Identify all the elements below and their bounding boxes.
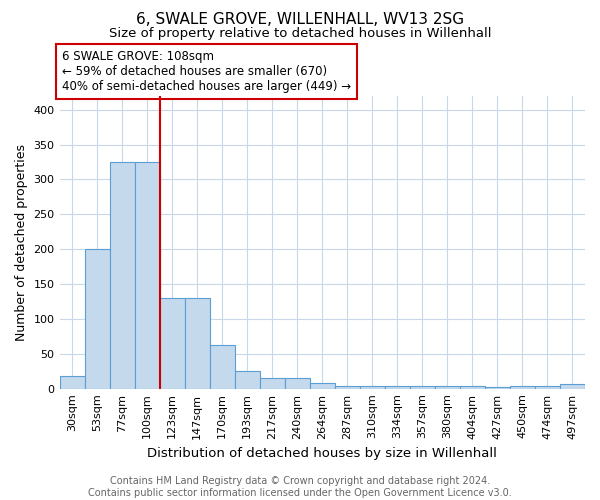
Bar [110, 162, 134, 388]
Bar [510, 386, 535, 388]
Text: Size of property relative to detached houses in Willenhall: Size of property relative to detached ho… [109, 28, 491, 40]
Text: 6, SWALE GROVE, WILLENHALL, WV13 2SG: 6, SWALE GROVE, WILLENHALL, WV13 2SG [136, 12, 464, 28]
Bar [485, 386, 510, 388]
Bar [385, 386, 410, 388]
Bar [209, 346, 235, 389]
Text: 6 SWALE GROVE: 108sqm
← 59% of detached houses are smaller (670)
40% of semi-det: 6 SWALE GROVE: 108sqm ← 59% of detached … [62, 50, 352, 93]
Bar [310, 383, 335, 388]
Bar [535, 386, 560, 388]
Bar [160, 298, 185, 388]
Bar [335, 386, 360, 388]
Bar [235, 371, 260, 388]
Bar [285, 378, 310, 388]
Bar [260, 378, 285, 388]
Bar [134, 162, 160, 388]
Text: Contains HM Land Registry data © Crown copyright and database right 2024.
Contai: Contains HM Land Registry data © Crown c… [88, 476, 512, 498]
Y-axis label: Number of detached properties: Number of detached properties [15, 144, 28, 340]
Bar [185, 298, 209, 388]
Bar [560, 384, 585, 388]
Bar [410, 386, 435, 388]
Bar [360, 386, 385, 388]
Bar [59, 376, 85, 388]
Bar [85, 249, 110, 388]
Bar [460, 386, 485, 388]
X-axis label: Distribution of detached houses by size in Willenhall: Distribution of detached houses by size … [148, 447, 497, 460]
Bar [435, 386, 460, 388]
